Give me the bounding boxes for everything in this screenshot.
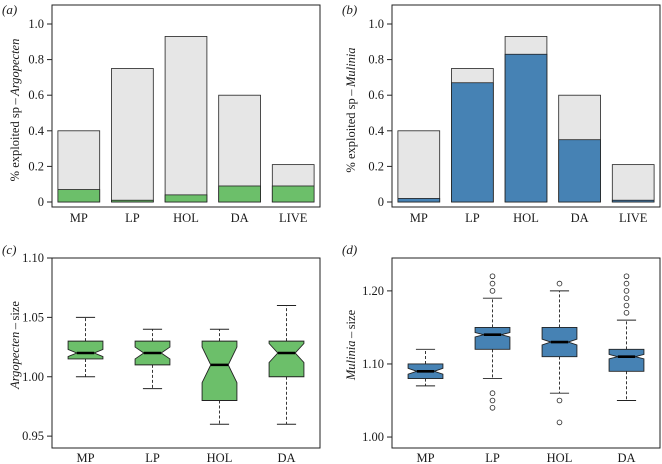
x-tick-label: MP [70,211,88,225]
box [67,340,104,360]
panel-c-plot: 0.95 1.00 1.05 1.10 MP LP HOL DA [22,251,321,464]
panel-b-ylabel: % exploited sp – Mulinia [344,47,358,172]
y-tick-label: 0.2 [368,159,384,173]
plot-frame [51,4,321,208]
x-tick-label: LP [145,451,160,464]
panel-d-plot: 1.00 1.10 1.20 MP LP HOL DA [362,257,661,464]
y-tick-label: 1.0 [368,17,384,31]
outlier-point [489,288,496,294]
y-tick-label: 1.20 [362,284,384,298]
box [268,340,305,378]
panel-c: (c) Argopecten – size 0.95 1.00 1.05 1.10 MP… [2,242,321,464]
x-tick-label: LP [125,211,140,225]
bar-exploited [57,189,101,203]
box [474,326,511,350]
x-tick-label: MP [76,451,94,464]
y-tick-label: 0.6 [28,88,44,102]
y-tick-label: 0.8 [28,53,44,67]
outlier-point [623,280,630,287]
bar-exploited [111,199,154,203]
bar-total [218,94,261,203]
box [201,340,238,401]
outlier-point [489,405,496,411]
outlier-point [489,397,496,404]
bar-exploited [218,185,261,203]
bar-total [111,68,154,203]
x-tick-label: DA [277,451,295,464]
outlier-point [556,419,563,426]
panel-c-label: (c) [2,242,16,257]
bar-exploited [271,185,315,203]
x-tick-label: HOL [173,211,199,225]
outlier-point [489,280,496,287]
panel-a-plot: 0 0.2 0.4 0.6 0.8 1.0 MP LP HOL DA LIVE [28,4,321,225]
x-tick-label: HOL [547,451,573,464]
bar-exploited [504,53,548,203]
y-tick-label: 1.05 [22,310,44,324]
bar-exploited [558,139,601,203]
outlier-point [623,302,630,309]
plot-frame [391,257,661,449]
outlier-point [623,310,630,316]
outlier-point [556,397,563,404]
x-tick-label: DA [617,451,635,464]
x-tick-label: MP [410,211,428,225]
panel-c-ylabel: Argopecten – size [8,301,22,390]
y-tick-label: 0.4 [368,124,384,138]
x-tick-label: LP [465,211,480,225]
bar-exploited [611,199,655,203]
plot-frame [391,4,661,208]
y-tick-label: 0.95 [22,429,44,443]
bar-total [397,130,441,203]
x-tick-label: MP [416,451,434,464]
box [608,348,645,372]
outlier-point [623,295,630,301]
outlier-point [489,390,496,396]
y-tick-label: 1.10 [362,357,384,371]
y-tick-label: 0 [378,195,384,209]
y-tick-label: 1.10 [22,251,44,265]
x-tick-label: DA [231,211,249,225]
panel-d-ylabel: Mulinia – size [344,309,358,381]
x-tick-label: HOL [513,211,539,225]
panel-a-label: (a) [2,2,17,17]
x-tick-label: HOL [207,451,233,464]
panel-a-ylabel: % exploited sp – Argopecten [8,39,22,182]
y-tick-label: 1.0 [28,17,44,31]
y-tick-label: 0.8 [368,53,384,67]
outlier-point [623,273,630,280]
panel-a: (a) % exploited sp – Argopecten 00.20.40… [2,2,321,225]
panel-d: (d) Mulinia – size 1.00 1.10 1.20 MP LP HOL DA [342,242,661,464]
bar-exploited [451,82,494,203]
outlier-point [489,273,496,280]
bar-exploited [397,198,441,203]
bar-exploited [164,194,208,203]
y-tick-label: 0.6 [368,88,384,102]
panel-b: (b) % exploited sp – Mulinia 00.20.40.60… [342,2,661,225]
x-tick-label: LP [485,451,500,464]
x-tick-label: LIVE [279,211,308,225]
panel-b-plot: 0 0.2 0.4 0.6 0.8 1.0 MP LP HOL DA LIVE [368,4,661,225]
panel-b-label: (b) [342,2,357,17]
plot-frame [51,257,321,449]
y-tick-label: 1.00 [22,370,44,384]
bar-total [611,164,655,203]
y-tick-label: 0.2 [28,159,44,173]
y-tick-label: 0 [38,195,44,209]
y-tick-label: 1.00 [362,430,384,444]
y-tick-label: 0.4 [28,124,44,138]
panel-d-label: (d) [342,242,357,257]
x-tick-label: LIVE [619,211,648,225]
bar-total [164,36,208,203]
x-tick-label: DA [571,211,589,225]
outlier-point [556,280,563,287]
outlier-point [623,288,630,294]
